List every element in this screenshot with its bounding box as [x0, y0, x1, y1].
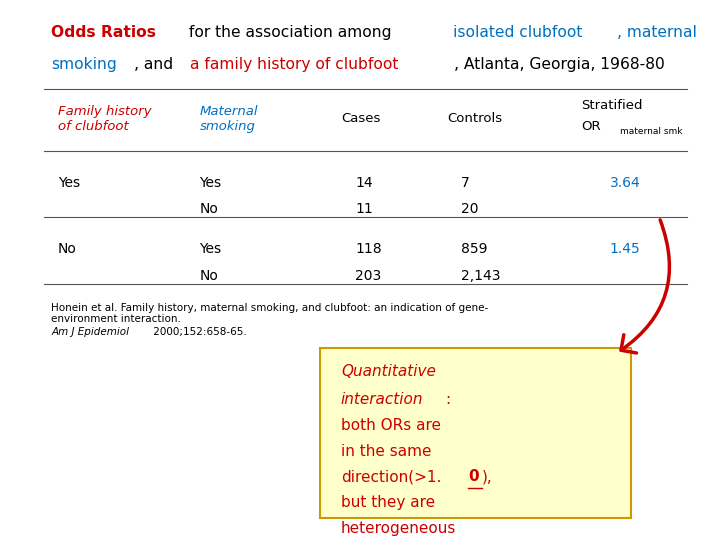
Text: 20: 20 — [461, 202, 479, 217]
Text: Stratified: Stratified — [581, 99, 643, 112]
Text: Yes: Yes — [58, 176, 80, 190]
Text: Controls: Controls — [447, 112, 502, 125]
Text: maternal smk: maternal smk — [620, 127, 683, 137]
FancyBboxPatch shape — [320, 348, 631, 518]
Text: a family history of clubfoot: a family history of clubfoot — [190, 57, 398, 72]
Text: interaction: interaction — [341, 392, 423, 407]
Text: isolated clubfoot: isolated clubfoot — [453, 25, 582, 40]
Text: smoking: smoking — [51, 57, 117, 72]
Text: Maternal
smoking: Maternal smoking — [199, 105, 258, 133]
Text: Am J Epidemiol: Am J Epidemiol — [51, 327, 129, 336]
Text: , maternal: , maternal — [617, 25, 697, 40]
Text: 1.45: 1.45 — [610, 242, 640, 256]
Text: Yes: Yes — [199, 176, 222, 190]
Text: Yes: Yes — [199, 242, 222, 256]
Text: Family history
of clubfoot: Family history of clubfoot — [58, 105, 152, 133]
Text: Odds Ratios: Odds Ratios — [51, 25, 156, 40]
Text: but they are: but they are — [341, 495, 435, 510]
Text: , Atlanta, Georgia, 1968-80: , Atlanta, Georgia, 1968-80 — [454, 57, 665, 72]
Text: Cases: Cases — [341, 112, 380, 125]
FancyArrowPatch shape — [621, 220, 670, 353]
Text: 859: 859 — [461, 242, 487, 256]
Text: heterogeneous: heterogeneous — [341, 521, 456, 536]
Text: 2,143: 2,143 — [461, 269, 500, 283]
Text: interaction: interaction — [341, 392, 423, 407]
Text: No: No — [199, 269, 218, 283]
Text: No: No — [58, 242, 77, 256]
Text: both ORs are: both ORs are — [341, 418, 441, 433]
Text: 11: 11 — [355, 202, 373, 217]
Text: No: No — [199, 202, 218, 217]
Text: 3.64: 3.64 — [610, 176, 640, 190]
Text: Quantitative: Quantitative — [341, 364, 436, 379]
Text: ),: ), — [482, 469, 492, 484]
Text: 203: 203 — [355, 269, 382, 283]
Text: 2000;152:658-65.: 2000;152:658-65. — [150, 327, 246, 336]
Text: :: : — [446, 392, 451, 407]
Text: direction(>1.: direction(>1. — [341, 469, 441, 484]
Text: 7: 7 — [461, 176, 470, 190]
Text: 0: 0 — [468, 469, 479, 484]
Text: in the same: in the same — [341, 444, 431, 459]
Text: Honein et al. Family history, maternal smoking, and clubfoot: an indication of g: Honein et al. Family history, maternal s… — [51, 302, 488, 324]
Text: Am J Epidemiol: Am J Epidemiol — [52, 327, 130, 336]
Text: OR: OR — [581, 120, 601, 133]
Text: 118: 118 — [355, 242, 382, 256]
Text: 14: 14 — [355, 176, 373, 190]
Text: for the association among: for the association among — [184, 25, 397, 40]
Text: , and: , and — [134, 57, 179, 72]
